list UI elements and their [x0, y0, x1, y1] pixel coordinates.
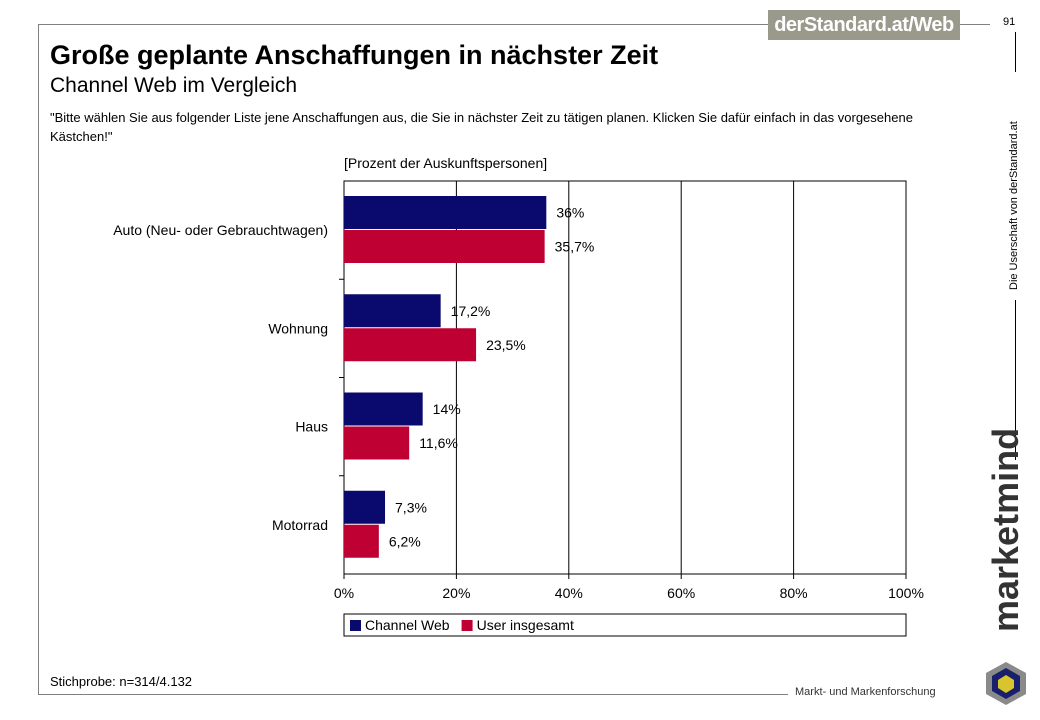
category-label: Auto (Neu- oder Gebrauchtwagen) [113, 222, 328, 238]
x-tick-label: 80% [780, 585, 808, 601]
legend-label: User insgesamt [477, 617, 574, 633]
data-label: 6,2% [389, 533, 421, 549]
bar [344, 294, 441, 328]
chart-unit-label: [Prozent der Auskunftspersonen] [344, 155, 548, 171]
x-tick-label: 40% [555, 585, 583, 601]
category-label: Wohnung [268, 320, 328, 336]
data-label: 14% [433, 401, 461, 417]
bar [344, 392, 423, 426]
data-label: 17,2% [451, 303, 491, 319]
x-tick-label: 0% [334, 585, 354, 601]
x-tick-label: 20% [442, 585, 470, 601]
data-label: 7,3% [395, 499, 427, 515]
derstandard-logo: derStandard.at/Web [768, 10, 960, 40]
survey-question: "Bitte wählen Sie aus folgender Liste je… [50, 110, 913, 144]
legend-label: Channel Web [365, 617, 450, 633]
tagline: Markt- und Markenforschung [795, 686, 936, 698]
bar [344, 490, 386, 524]
legend-box [343, 613, 907, 637]
data-label: 35,7% [555, 239, 595, 255]
legend-swatch [461, 620, 473, 631]
bar [344, 196, 547, 229]
bar [344, 328, 477, 362]
slide-subtitle: Channel Web im Vergleich [50, 74, 298, 97]
page-number: 91 [1003, 16, 1016, 28]
frame-top-line [38, 24, 768, 25]
frame-bottom-line [38, 694, 788, 695]
category-label: Motorrad [272, 517, 328, 533]
data-label: 23,5% [486, 337, 526, 353]
data-label: 36% [556, 205, 584, 221]
cube-logo-icon [986, 662, 1026, 705]
sample-footnote: Stichprobe: n=314/4.132 [50, 674, 193, 689]
frame-top-line-right [960, 24, 990, 25]
category-label: Haus [295, 419, 328, 435]
bar [344, 230, 545, 263]
x-tick-label: 60% [667, 585, 695, 601]
bar [344, 524, 379, 558]
legend-swatch [350, 620, 361, 631]
x-tick-label: 100% [888, 585, 924, 601]
side-line-top [1015, 32, 1016, 72]
frame-left-line [38, 24, 39, 694]
side-line-mid [1015, 300, 1016, 460]
bar [344, 426, 410, 460]
slide-title: Große geplante Anschaffungen in nächster… [50, 40, 659, 70]
data-label: 11,6% [419, 435, 458, 451]
